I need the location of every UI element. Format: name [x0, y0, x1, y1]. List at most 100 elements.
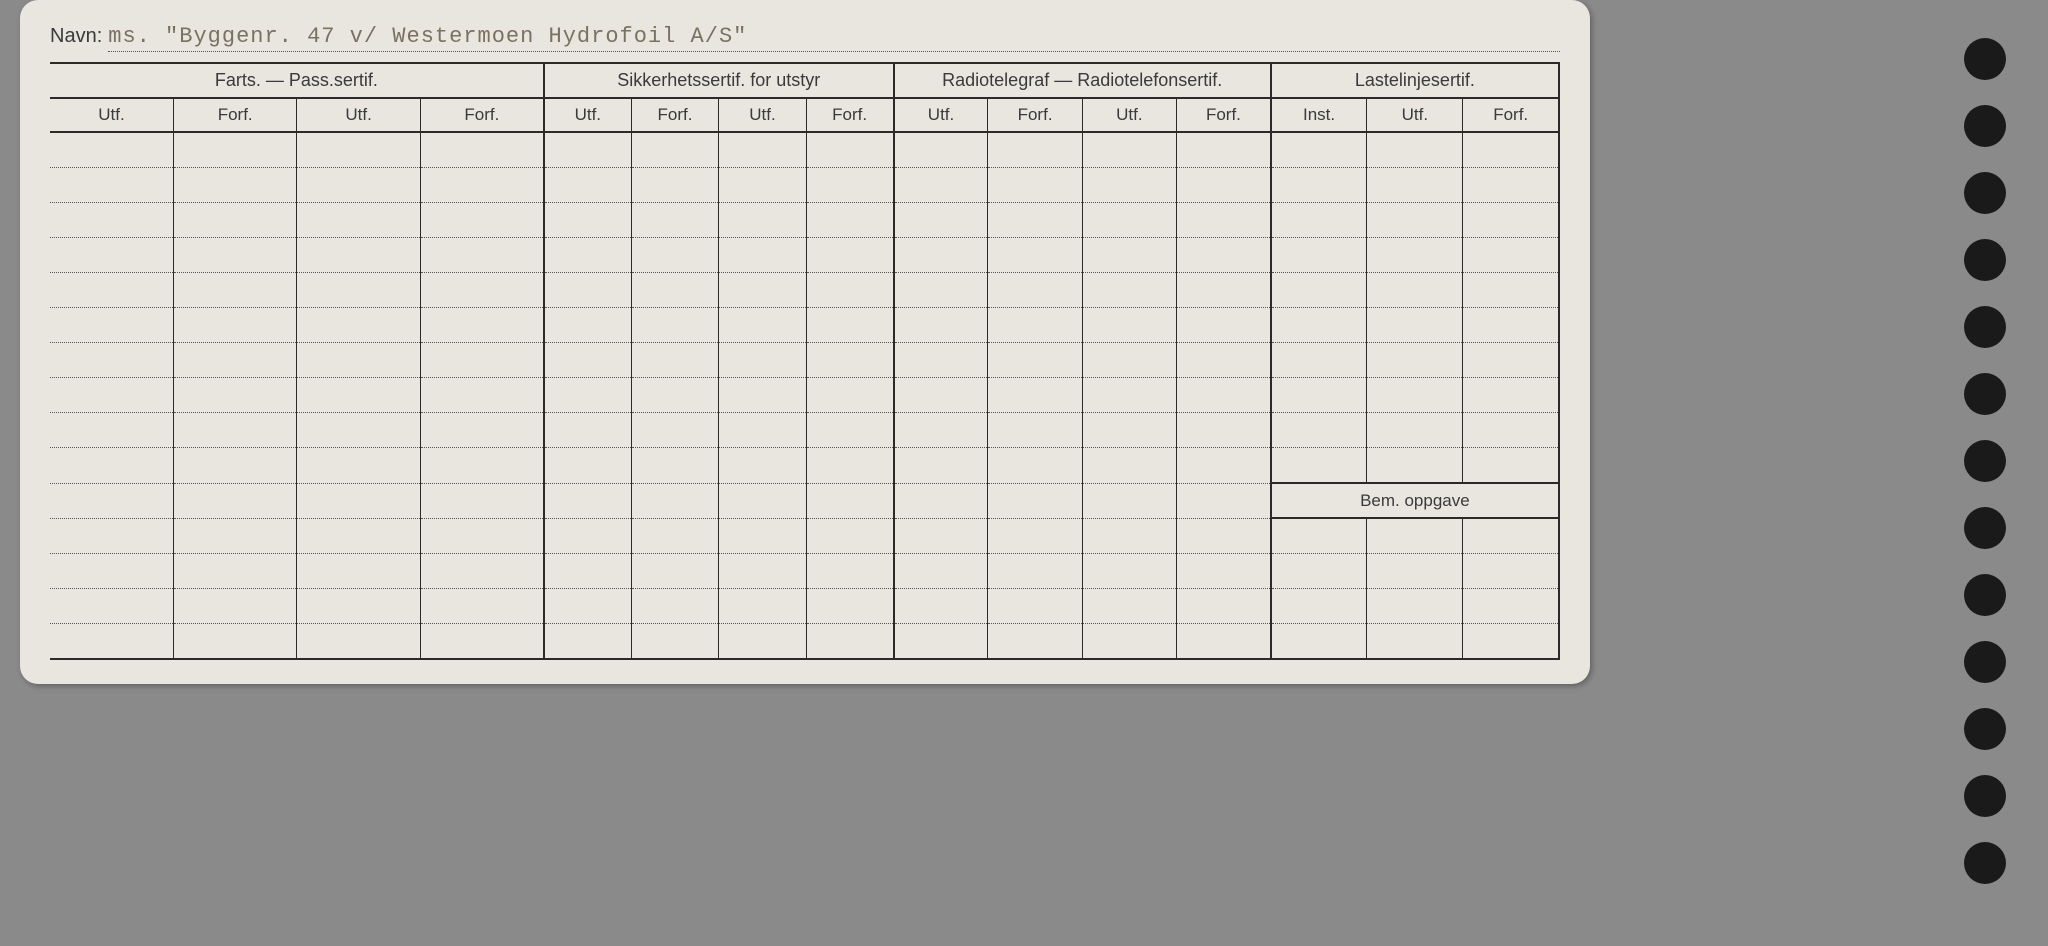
- table-cell: [1082, 273, 1176, 308]
- group-header-row: Farts. — Pass.sertif. Sikkerhetssertif. …: [50, 63, 1559, 98]
- table-cell: [1463, 448, 1559, 484]
- col-forf: Forf.: [173, 98, 296, 132]
- col-utf: Utf.: [719, 98, 806, 132]
- table-cell: [806, 378, 893, 413]
- punch-hole: [1964, 172, 2006, 214]
- table-cell: [50, 132, 173, 168]
- record-card: Navn: ms. "Byggenr. 47 v/ Westermoen Hyd…: [20, 0, 1590, 684]
- table-cell: [988, 624, 1082, 660]
- table-cell: [631, 589, 718, 624]
- table-cell: [50, 273, 173, 308]
- table-cell: [1082, 518, 1176, 554]
- table-cell: [173, 448, 296, 484]
- table-cell: [894, 589, 988, 624]
- table-cell: [420, 624, 543, 660]
- table-cell: [1082, 413, 1176, 448]
- col-utf: Utf.: [894, 98, 988, 132]
- page-root: Navn: ms. "Byggenr. 47 v/ Westermoen Hyd…: [0, 0, 2048, 946]
- table-cell: [420, 132, 543, 168]
- table-cell: [544, 308, 631, 343]
- table-cell: [1463, 308, 1559, 343]
- table-row: [50, 273, 1559, 308]
- table-cell: [631, 554, 718, 589]
- table-cell: [1367, 238, 1463, 273]
- table-cell: [173, 589, 296, 624]
- table-cell: [50, 624, 173, 660]
- punch-hole: [1964, 574, 2006, 616]
- table-row: [50, 238, 1559, 273]
- table-cell: [1177, 413, 1271, 448]
- table-row: [50, 589, 1559, 624]
- table-cell: [631, 378, 718, 413]
- table-cell: [50, 483, 173, 518]
- table-cell: [806, 203, 893, 238]
- table-cell: [1271, 554, 1367, 589]
- table-cell: [50, 238, 173, 273]
- table-cell: [631, 203, 718, 238]
- table-cell: [719, 132, 806, 168]
- table-cell: [806, 448, 893, 484]
- table-cell: [719, 624, 806, 660]
- name-value: ms. "Byggenr. 47 v/ Westermoen Hydrofoil…: [108, 24, 1560, 52]
- table-cell: [544, 203, 631, 238]
- table-cell: [988, 168, 1082, 203]
- col-utf: Utf.: [297, 98, 420, 132]
- table-cell: [420, 413, 543, 448]
- table-cell: [544, 518, 631, 554]
- table-cell: [544, 448, 631, 484]
- table-row: [50, 132, 1559, 168]
- table-cell: [1177, 624, 1271, 660]
- table-cell: [631, 518, 718, 554]
- table-cell: [1463, 378, 1559, 413]
- table-cell: [1082, 624, 1176, 660]
- table-row: [50, 378, 1559, 413]
- table-cell: [1177, 132, 1271, 168]
- table-row: [50, 624, 1559, 660]
- table-cell: [297, 273, 420, 308]
- table-cell: [297, 448, 420, 484]
- table-cell: [420, 308, 543, 343]
- table-cell: [719, 483, 806, 518]
- table-cell: [544, 589, 631, 624]
- table-cell: [1367, 624, 1463, 660]
- table-cell: [1367, 589, 1463, 624]
- table-cell: [297, 238, 420, 273]
- table-cell: [50, 308, 173, 343]
- table-cell: [806, 518, 893, 554]
- table-cell: [806, 308, 893, 343]
- table-row: [50, 343, 1559, 378]
- table-cell: [297, 483, 420, 518]
- table-cell: [806, 238, 893, 273]
- table-cell: [1271, 168, 1367, 203]
- table-cell: [1082, 378, 1176, 413]
- table-row: [50, 203, 1559, 238]
- table-cell: [894, 554, 988, 589]
- table-head: Farts. — Pass.sertif. Sikkerhetssertif. …: [50, 63, 1559, 132]
- table-cell: [1082, 483, 1176, 518]
- table-cell: [719, 518, 806, 554]
- col-utf: Utf.: [1082, 98, 1176, 132]
- table-cell: [1082, 343, 1176, 378]
- col-forf: Forf.: [988, 98, 1082, 132]
- table-cell: [631, 308, 718, 343]
- table-cell: [631, 448, 718, 484]
- table-row: [50, 168, 1559, 203]
- table-cell: [631, 483, 718, 518]
- table-cell: [988, 413, 1082, 448]
- table-cell: [544, 132, 631, 168]
- table-cell: [806, 589, 893, 624]
- punch-hole: [1964, 373, 2006, 415]
- certificate-table: Farts. — Pass.sertif. Sikkerhetssertif. …: [50, 62, 1560, 660]
- table-cell: [173, 273, 296, 308]
- table-cell: [988, 554, 1082, 589]
- table-cell: [1367, 343, 1463, 378]
- table-cell: [173, 554, 296, 589]
- table-cell: [1271, 624, 1367, 660]
- table-cell: [1463, 132, 1559, 168]
- table-cell: [988, 589, 1082, 624]
- table-cell: [420, 483, 543, 518]
- table-cell: [1271, 343, 1367, 378]
- table-cell: [50, 203, 173, 238]
- table-cell: [297, 624, 420, 660]
- table-cell: [631, 413, 718, 448]
